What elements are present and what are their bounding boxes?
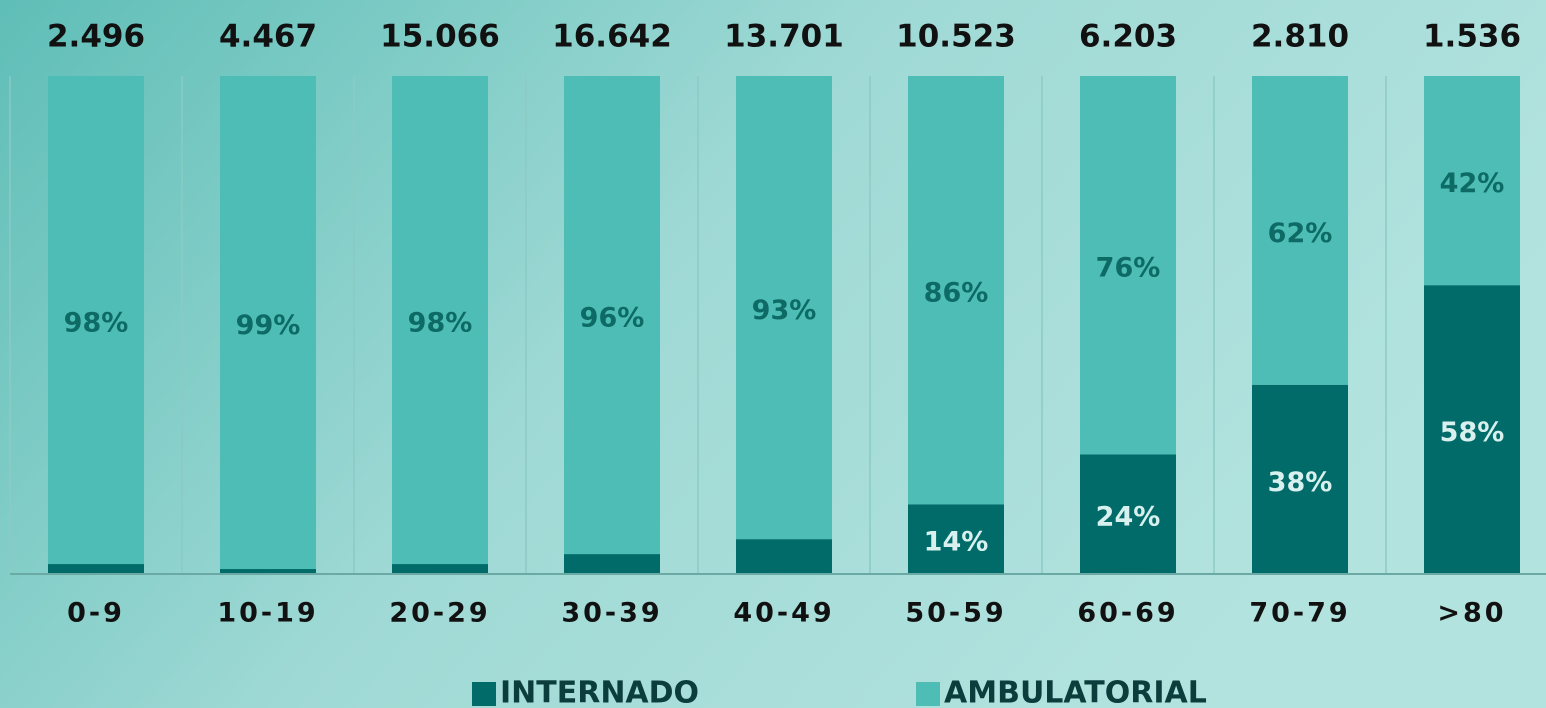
bar-segment bbox=[1424, 285, 1520, 574]
total-label: 16.642 bbox=[552, 19, 672, 55]
x-tick-label: 0-9 bbox=[67, 598, 125, 629]
bar-segment bbox=[220, 569, 316, 574]
data-label: 14% bbox=[924, 527, 989, 558]
total-label: 6.203 bbox=[1079, 19, 1177, 55]
total-label: 13.701 bbox=[724, 19, 844, 55]
bar-segment bbox=[564, 76, 660, 555]
data-label: 38% bbox=[1268, 467, 1333, 498]
data-label: 99% bbox=[236, 310, 301, 341]
x-tick-label: 20-29 bbox=[389, 598, 490, 629]
data-label: 58% bbox=[1440, 417, 1505, 448]
bar-segment bbox=[392, 564, 488, 574]
bar-segment bbox=[736, 539, 832, 574]
data-label: 93% bbox=[752, 295, 817, 326]
bar-segment bbox=[908, 504, 1004, 574]
total-label: 15.066 bbox=[380, 19, 500, 55]
x-tick-label: 70-79 bbox=[1249, 598, 1350, 629]
bar-segment bbox=[48, 564, 144, 574]
x-tick-label: 30-39 bbox=[561, 598, 662, 629]
total-label: 1.536 bbox=[1423, 19, 1521, 55]
data-label: 96% bbox=[580, 303, 645, 334]
legend-label: AMBULATORIAL bbox=[944, 676, 1207, 708]
data-label: 42% bbox=[1440, 168, 1505, 199]
x-tick-label: 10-19 bbox=[217, 598, 318, 629]
legend-label: INTERNADO bbox=[500, 676, 699, 708]
bar-segment bbox=[1252, 384, 1348, 574]
legend-swatch bbox=[916, 682, 940, 706]
bar-segment bbox=[736, 76, 832, 540]
bar-segment bbox=[1080, 454, 1176, 574]
bar-segment bbox=[908, 76, 1004, 505]
total-label: 10.523 bbox=[896, 19, 1016, 55]
bar-segment bbox=[1424, 76, 1520, 286]
legend-swatch bbox=[472, 682, 496, 706]
data-label: 98% bbox=[408, 308, 473, 339]
total-label: 2.496 bbox=[47, 19, 145, 55]
total-label: 2.810 bbox=[1251, 19, 1349, 55]
data-label: 76% bbox=[1096, 253, 1161, 284]
bar-segment bbox=[392, 76, 488, 565]
bar-segment bbox=[220, 76, 316, 570]
data-label: 62% bbox=[1268, 218, 1333, 249]
x-tick-label: 50-59 bbox=[905, 598, 1006, 629]
bar-segment bbox=[48, 76, 144, 565]
bar-segment bbox=[1080, 76, 1176, 455]
total-label: 4.467 bbox=[219, 19, 317, 55]
bar-segment bbox=[564, 554, 660, 574]
x-tick-label: 60-69 bbox=[1077, 598, 1178, 629]
data-label: 98% bbox=[64, 308, 129, 339]
data-label: 86% bbox=[924, 278, 989, 309]
x-tick-label: 40-49 bbox=[733, 598, 834, 629]
bar-segment bbox=[1252, 76, 1348, 385]
x-tick-label: >80 bbox=[1437, 598, 1506, 629]
data-label: 24% bbox=[1096, 502, 1161, 533]
